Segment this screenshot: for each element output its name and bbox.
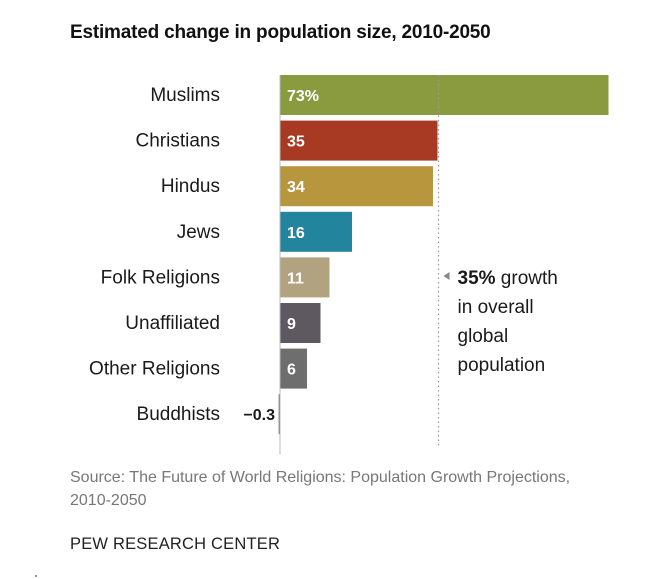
value-label-christians: 35 (287, 134, 305, 151)
category-label-folk-religions: Folk Religions (101, 267, 220, 288)
stray-dot (35, 575, 37, 577)
bar-chart: 73% 35 34 16 11 9 6 −0.3 Muslims Christians Hindu… (89, 75, 609, 455)
category-label-unaffiliated: Unaffiliated (125, 313, 220, 334)
bars-layer: 73% 35 34 16 11 9 6 −0.3 (243, 75, 609, 435)
value-label-buddhists: −0.3 (243, 407, 275, 424)
category-label-muslims: Muslims (150, 85, 220, 106)
bar-hindus (280, 166, 433, 207)
category-label-christians: Christians (136, 131, 220, 152)
reference-annotation-line: in overall (458, 297, 534, 318)
value-label-hindus: 34 (287, 179, 305, 196)
brand-name: PEW RESEARCH CENTER (70, 535, 281, 553)
category-label-buddhists: Buddhists (137, 404, 220, 425)
value-label-other-religions: 6 (287, 362, 296, 379)
reference-layer: 35% growth in overall global population (279, 75, 558, 455)
category-label-hindus: Hindus (161, 176, 220, 197)
bar-unaffiliated (280, 303, 321, 343)
reference-annotation-line: 35% growth (458, 268, 558, 289)
value-label-muslims: 73% (287, 88, 319, 105)
value-label-folk-religions: 11 (287, 270, 304, 287)
bar-folk-religions (280, 257, 330, 298)
bar-muslims (280, 75, 609, 115)
category-labels-layer: Muslims Christians Hindus Jews Folk Religion… (89, 85, 220, 425)
bar-other-religions (280, 348, 307, 389)
reference-marker-icon (443, 272, 450, 280)
bar-buddhists (278, 394, 280, 435)
value-label-jews: 16 (287, 225, 305, 242)
chart-title: Estimated change in population size, 201… (70, 22, 491, 43)
category-label-jews: Jews (177, 222, 220, 243)
value-label-unaffiliated: 9 (287, 316, 296, 333)
reference-annotation-line: global (458, 326, 509, 347)
bar-jews (280, 211, 352, 252)
bar-christians (280, 120, 438, 161)
source-note: Source: The Future of World Religions: P… (70, 469, 571, 509)
reference-annotation-line: population (458, 355, 546, 376)
category-label-other-religions: Other Religions (89, 359, 220, 380)
